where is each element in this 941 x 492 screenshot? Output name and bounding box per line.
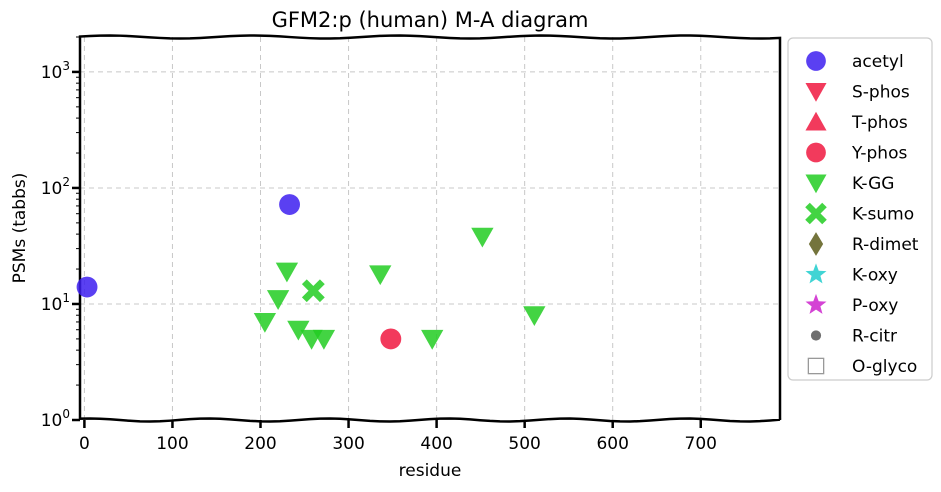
y-tick-label: 103 (41, 59, 70, 83)
data-point-k-gg (471, 227, 494, 248)
data-point-acetyl (279, 194, 300, 215)
legend-label-k-sumo: K-sumo (852, 205, 914, 225)
y-tick-label: 100 (41, 407, 70, 431)
legend-label-k-gg: K-GG (852, 174, 894, 194)
x-tick-label: 100 (156, 434, 188, 454)
y-axis-label: PSMs (tabbs) (10, 173, 30, 284)
data-point-k-sumo (301, 279, 325, 303)
data-point-k-gg (421, 329, 444, 350)
legend-label-k-oxy: K-oxy (852, 266, 898, 286)
data-point-k-gg (369, 265, 392, 286)
y-tick-exponent: 2 (62, 175, 70, 189)
x-tick-label: 200 (244, 434, 276, 454)
data-point-y-phos (380, 328, 402, 350)
y-tick-exponent: 1 (62, 291, 70, 305)
legend-marker-acetyl (806, 51, 826, 71)
y-tick-base: 10 (41, 63, 63, 83)
y-tick-exponent: 0 (62, 407, 70, 421)
legend-marker-k-gg (805, 174, 827, 194)
data-point-k-gg (312, 329, 336, 350)
legend-label-o-glyco: O-glyco (852, 357, 917, 377)
chart-title: GFM2:p (human) M-A diagram (272, 8, 589, 32)
legend-box (787, 37, 933, 381)
legend-marker-k-sumo (805, 202, 827, 225)
data-point-k-gg (275, 262, 299, 283)
y-tick-base: 10 (41, 411, 63, 431)
x-tick-label: 300 (332, 434, 364, 454)
y-tick-label: 102 (41, 175, 70, 199)
legend-label-y-phos: Y-phos (851, 144, 907, 164)
x-tick-label: 500 (508, 434, 540, 454)
y-tick-label: 101 (41, 291, 70, 315)
legend-label-acetyl: acetyl (852, 52, 904, 72)
plot-frame (78, 34, 782, 423)
legend-marker-o-glyco (807, 357, 825, 375)
y-tick-base: 10 (41, 179, 63, 199)
legend-label-s-phos: S-phos (852, 83, 910, 103)
data-point-acetyl (76, 276, 98, 298)
x-tick-label: 0 (79, 434, 90, 454)
x-tick-label: 700 (685, 434, 717, 454)
legend-marker-y-phos (806, 142, 826, 163)
y-tick-exponent: 3 (62, 59, 70, 73)
legend-marker-k-oxy (805, 263, 827, 284)
legend-marker-r-citr (810, 330, 822, 341)
legend-label-t-phos: T-phos (851, 113, 908, 133)
data-point-k-gg (287, 320, 310, 341)
legend-marker-p-oxy (805, 293, 827, 314)
legend-label-p-oxy: P-oxy (852, 296, 898, 316)
legend: acetyl S-phos T-phos Y-phos K-GG K-sumo R-dime… (787, 37, 933, 381)
data-point-k-gg (266, 290, 290, 310)
data-point-k-gg (253, 312, 277, 333)
x-tick-label: 600 (596, 434, 628, 454)
marker-layer (76, 194, 546, 350)
legend-marker-s-phos (805, 83, 827, 102)
x-axis-label: residue (399, 461, 462, 481)
y-tick-base: 10 (41, 295, 63, 315)
data-point-k-gg (523, 306, 546, 327)
grid-layer (80, 37, 780, 420)
x-tick-label: 400 (420, 434, 452, 454)
legend-marker-t-phos (805, 111, 827, 131)
legend-label-r-dimet: R-dimet (852, 235, 919, 255)
legend-marker-r-dimet (808, 232, 824, 256)
legend-label-r-citr: R-citr (852, 327, 897, 347)
